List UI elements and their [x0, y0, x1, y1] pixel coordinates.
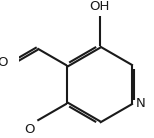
Text: O: O [0, 56, 8, 69]
Text: N: N [136, 97, 145, 110]
Text: O: O [24, 123, 35, 136]
Text: OH: OH [90, 0, 110, 13]
